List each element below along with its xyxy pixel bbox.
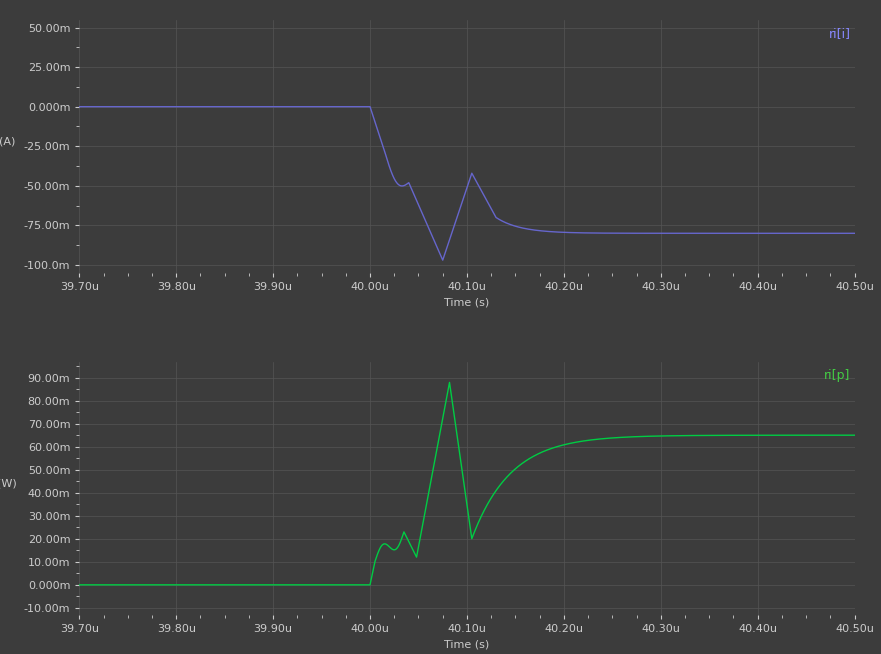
Text: ri[p]: ri[p] [825,369,851,382]
X-axis label: Time (s): Time (s) [444,640,490,649]
Y-axis label: (A): (A) [0,136,15,146]
Y-axis label: (W): (W) [0,478,17,488]
Text: ri[i]: ri[i] [829,27,851,40]
X-axis label: Time (s): Time (s) [444,298,490,307]
